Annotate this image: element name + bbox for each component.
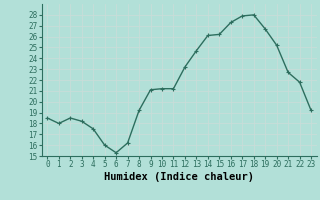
X-axis label: Humidex (Indice chaleur): Humidex (Indice chaleur) bbox=[104, 172, 254, 182]
